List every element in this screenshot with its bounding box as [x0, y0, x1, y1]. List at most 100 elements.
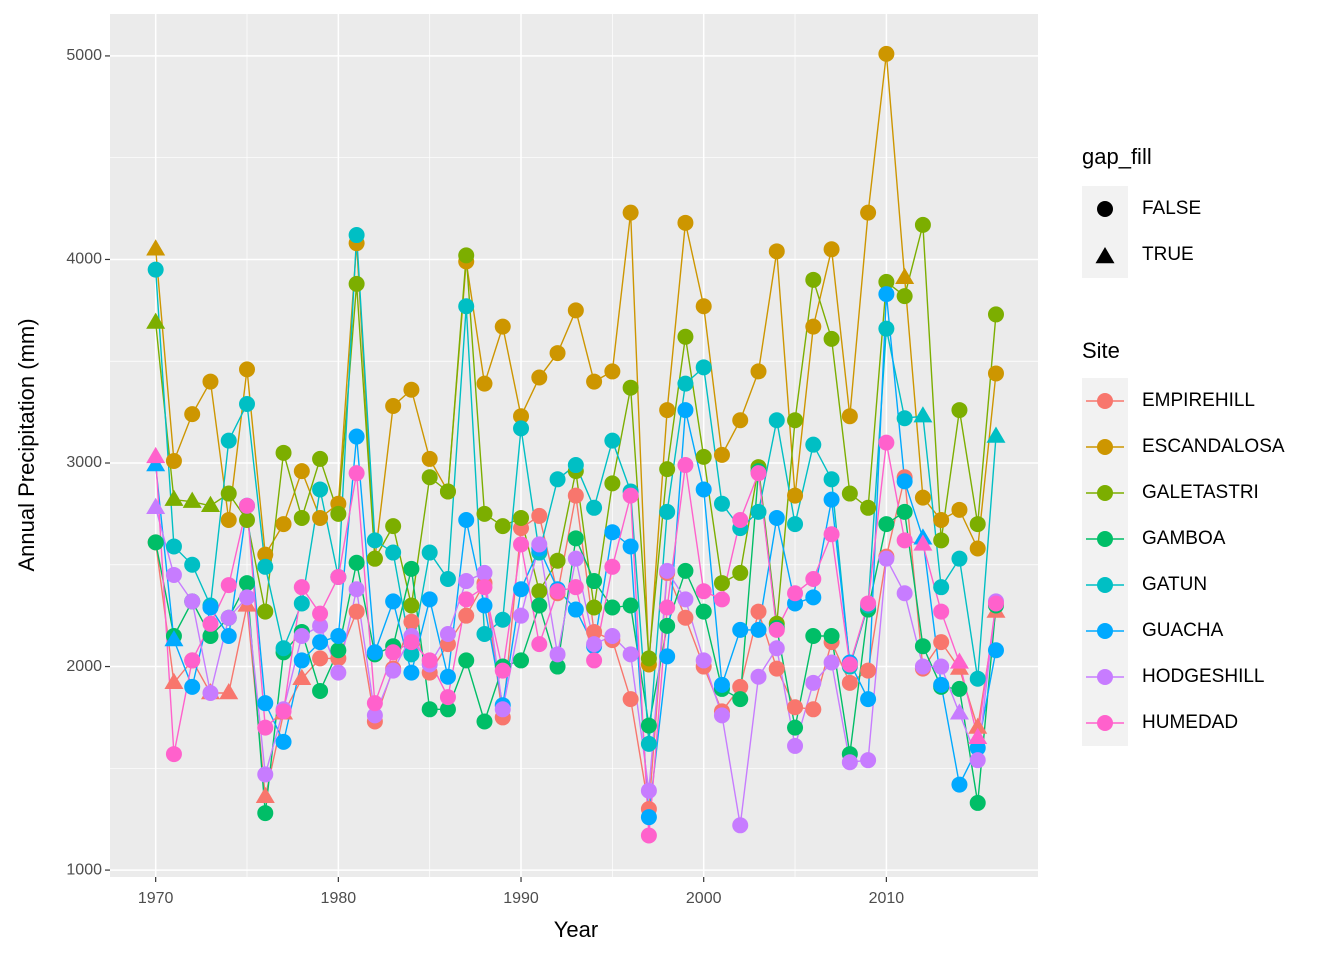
point — [823, 654, 840, 671]
y-tick-label: 5000 — [66, 47, 102, 64]
point — [823, 526, 840, 543]
point — [275, 733, 292, 750]
point — [293, 579, 310, 596]
point-triangle — [146, 455, 166, 472]
point — [604, 628, 621, 645]
point — [348, 465, 365, 482]
point — [914, 638, 931, 655]
point — [202, 599, 219, 616]
point — [275, 640, 292, 657]
point — [951, 501, 968, 518]
point-triangle — [164, 630, 184, 647]
point — [878, 516, 895, 533]
point — [567, 550, 584, 567]
point — [312, 509, 329, 526]
point — [531, 597, 548, 614]
point — [184, 652, 201, 669]
point — [220, 511, 237, 528]
point — [987, 595, 1004, 612]
panel — [110, 14, 1038, 877]
point — [202, 628, 219, 645]
point — [787, 516, 804, 533]
point — [677, 375, 694, 392]
point — [220, 609, 237, 626]
point — [640, 650, 657, 667]
point — [659, 402, 676, 419]
point — [750, 363, 767, 380]
point — [184, 556, 201, 573]
point — [476, 579, 493, 596]
point — [165, 538, 182, 555]
point — [622, 597, 639, 614]
point — [257, 603, 274, 620]
point — [732, 691, 749, 708]
point — [713, 707, 730, 724]
point — [147, 261, 164, 278]
point — [165, 452, 182, 469]
legend-label: HUMEDAD — [1142, 712, 1238, 733]
point — [677, 591, 694, 608]
legend-symbol — [1097, 485, 1113, 501]
point — [841, 485, 858, 502]
point — [750, 465, 767, 482]
point-triangle — [913, 534, 933, 551]
point — [385, 544, 402, 561]
point — [878, 434, 895, 451]
point — [239, 395, 256, 412]
point — [220, 628, 237, 645]
point-triangle — [292, 668, 312, 685]
point — [567, 530, 584, 547]
point — [969, 540, 986, 557]
point — [713, 591, 730, 608]
point — [421, 450, 438, 467]
point — [969, 516, 986, 533]
point — [732, 817, 749, 834]
point — [805, 701, 822, 718]
point — [239, 575, 256, 592]
point — [969, 794, 986, 811]
point — [896, 473, 913, 490]
point — [787, 412, 804, 429]
point — [531, 583, 548, 600]
point — [403, 381, 420, 398]
point — [732, 678, 749, 695]
point — [805, 589, 822, 606]
point — [732, 564, 749, 581]
point — [366, 550, 383, 567]
y-tick-label: 3000 — [66, 454, 102, 471]
point — [805, 318, 822, 335]
point — [549, 345, 566, 362]
point — [293, 628, 310, 645]
point — [257, 558, 274, 575]
point — [348, 554, 365, 571]
y-tick-label: 1000 — [66, 861, 102, 878]
legend-symbol — [1097, 623, 1113, 639]
point — [732, 621, 749, 638]
point — [659, 599, 676, 616]
point — [312, 605, 329, 622]
point — [677, 457, 694, 474]
point — [348, 428, 365, 445]
point — [184, 406, 201, 423]
point — [421, 701, 438, 718]
point — [385, 518, 402, 535]
point — [385, 644, 402, 661]
point — [878, 550, 895, 567]
point — [366, 532, 383, 549]
point — [220, 485, 237, 502]
point — [896, 585, 913, 602]
point — [403, 646, 420, 663]
point — [312, 617, 329, 634]
point — [969, 670, 986, 687]
point — [640, 717, 657, 734]
point — [841, 674, 858, 691]
point-triangle — [146, 497, 166, 514]
point — [933, 532, 950, 549]
legend-symbol — [1097, 669, 1113, 685]
point — [677, 328, 694, 345]
point — [439, 701, 456, 718]
point — [330, 505, 347, 522]
y-tick-label: 4000 — [66, 251, 102, 268]
point — [805, 436, 822, 453]
